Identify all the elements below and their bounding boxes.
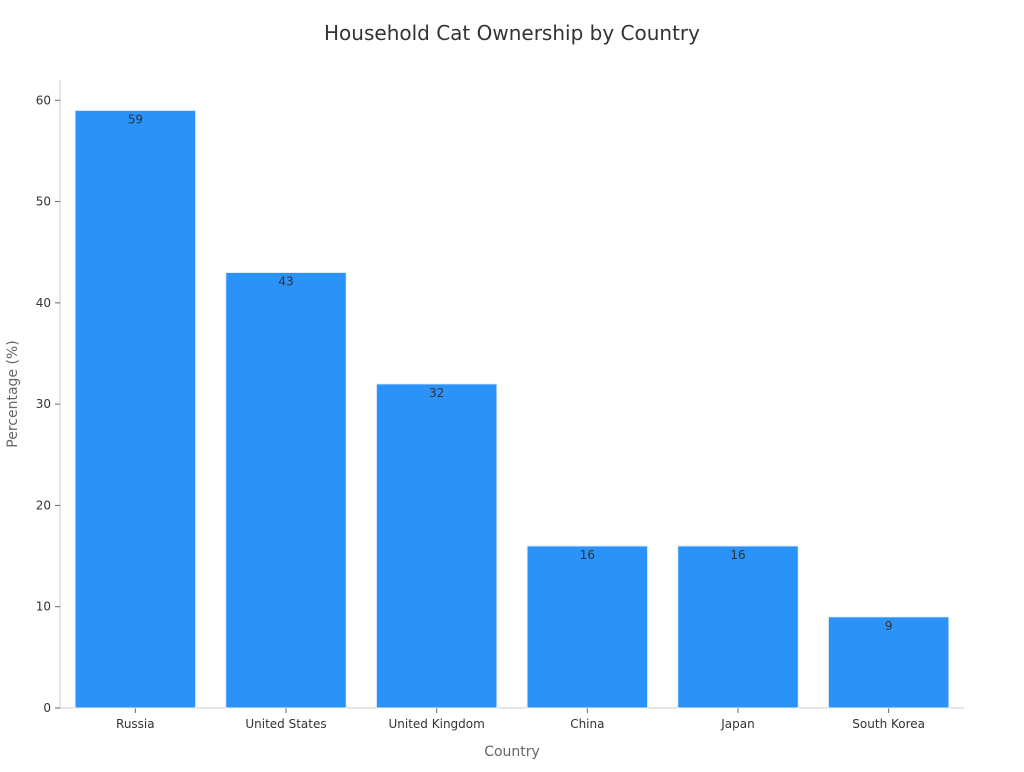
y-axis: 0 10 20 30 40 50 60 <box>36 80 61 715</box>
bar <box>827 616 950 709</box>
bar <box>526 545 649 709</box>
y-tick-label: 60 <box>36 93 51 107</box>
chart-title: Household Cat Ownership by Country <box>324 21 700 45</box>
x-tick-label: Japan <box>720 717 754 731</box>
y-axis-label: Percentage (%) <box>5 340 21 447</box>
data-label: 59 <box>128 112 143 126</box>
bar <box>677 545 799 709</box>
x-axis <box>60 707 964 713</box>
bar <box>225 271 347 709</box>
y-tick-label: 10 <box>36 600 51 614</box>
bar <box>375 383 498 709</box>
data-labels: 59 43 32 16 16 9 <box>128 112 893 632</box>
y-tick-label: 0 <box>43 701 51 715</box>
data-label: 9 <box>885 619 893 633</box>
data-label: 16 <box>730 548 745 562</box>
bar-series <box>74 109 950 709</box>
x-axis-label: Country <box>484 744 540 760</box>
x-tick-label: South Korea <box>852 717 925 731</box>
x-tick-label: Russia <box>116 717 155 731</box>
x-tick-label: United States <box>245 717 326 731</box>
y-tick-label: 40 <box>36 296 51 310</box>
x-tick-labels: Russia United States United Kingdom China Ja… <box>116 717 925 731</box>
data-label: 16 <box>580 548 595 562</box>
data-label: 43 <box>278 274 293 288</box>
data-label: 32 <box>429 386 444 400</box>
x-tick-label: United Kingdom <box>389 717 485 731</box>
x-tick-label: China <box>570 717 604 731</box>
y-tick-label: 30 <box>36 397 51 411</box>
y-tick-label: 20 <box>36 498 51 512</box>
bar <box>74 109 197 709</box>
y-tick-label: 50 <box>36 195 51 209</box>
